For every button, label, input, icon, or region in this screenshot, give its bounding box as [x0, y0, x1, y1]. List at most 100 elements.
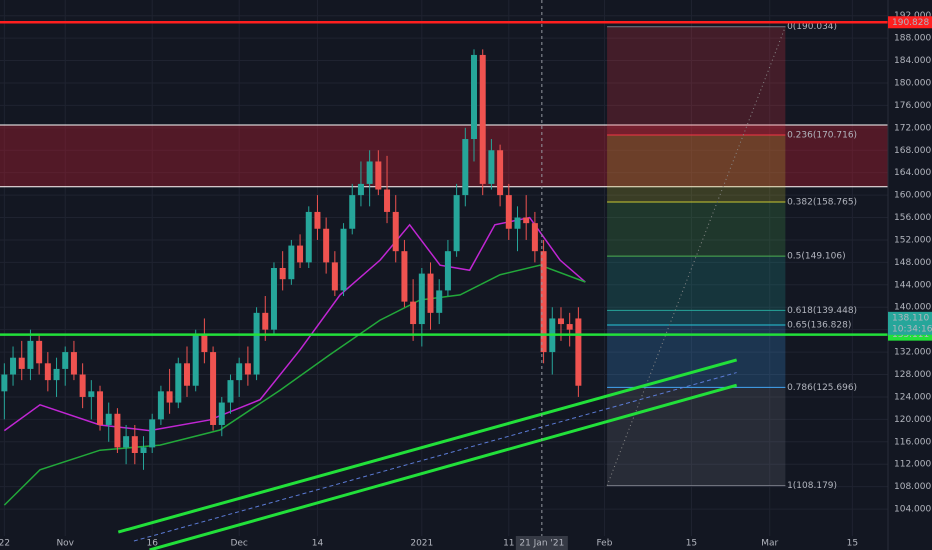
y-tick-label: 164.000: [894, 168, 931, 178]
moving-average: [3, 264, 586, 506]
price-badge-label: 138.110: [892, 313, 929, 323]
candle-body: [349, 195, 356, 229]
fib-band: [607, 26, 786, 136]
x-tick-label: Nov: [56, 539, 74, 549]
candle-body: [340, 228, 347, 291]
x-tick-label: 14: [312, 539, 324, 549]
candle-body: [514, 217, 521, 229]
x-tick-label: 15: [686, 539, 697, 549]
candle-body: [114, 413, 121, 448]
y-tick-label: 108.000: [894, 482, 931, 492]
fib-label: 0.618(139.448): [787, 306, 857, 316]
y-tick-label: 104.000: [894, 505, 931, 515]
fib-band: [607, 310, 786, 326]
candle-body: [305, 211, 312, 263]
candle-body: [253, 312, 260, 375]
candle-body: [575, 318, 582, 386]
candle-body: [131, 436, 138, 454]
candle-body: [523, 217, 530, 224]
x-tick-label: 16: [146, 539, 158, 549]
price-badge: [888, 322, 932, 335]
price-badge: [888, 311, 932, 324]
candle-body: [201, 335, 208, 353]
candle-body: [462, 139, 469, 196]
fib-band: [607, 202, 786, 257]
candle-body: [1, 374, 8, 392]
candle-body: [384, 189, 391, 212]
candle-body: [88, 391, 95, 397]
price-badge-label: 190.828: [892, 18, 929, 28]
y-tick-label: 160.000: [894, 191, 931, 201]
candle-body: [183, 363, 190, 386]
fib-label: 0.65(136.828): [787, 321, 851, 331]
price-badge: [888, 16, 932, 29]
candle-body: [149, 419, 156, 448]
fib-label: 0.236(170.716): [787, 131, 857, 141]
x-tick-label: Mar: [761, 539, 778, 549]
candle-body: [262, 312, 269, 330]
candle-body: [471, 54, 478, 140]
price-badge-label: 10:34:16: [892, 324, 932, 334]
candle-body: [540, 251, 547, 353]
fib-label: 0.786(125.696): [787, 383, 857, 393]
candle-body: [236, 363, 243, 381]
channel-line: [117, 358, 738, 534]
candle-body: [44, 363, 51, 381]
y-tick-label: 192.000: [894, 11, 931, 21]
y-tick-label: 128.000: [894, 370, 931, 380]
candle-body: [227, 380, 234, 403]
candle-body: [175, 363, 182, 403]
fib-band: [607, 135, 786, 203]
moving-average: [3, 216, 586, 432]
candle-body: [505, 195, 512, 229]
candle-body: [270, 267, 277, 330]
channel-mid: [133, 372, 737, 542]
y-tick-label: 152.000: [894, 235, 931, 245]
candle-body: [244, 363, 251, 375]
candle-body: [157, 391, 164, 420]
channel-line: [149, 383, 738, 550]
candle-body: [323, 228, 330, 263]
candle-body: [70, 352, 77, 375]
candle-body: [331, 262, 338, 291]
fib-label: 0.382(158.765): [787, 198, 857, 208]
fib-band: [607, 387, 786, 486]
y-tick-label: 140.000: [894, 303, 931, 313]
candle-body: [36, 340, 43, 364]
candle-body: [444, 251, 451, 291]
x-tick-label: 15: [847, 539, 858, 549]
candle-body: [497, 150, 504, 196]
price-axis: [888, 0, 932, 550]
y-tick-label: 172.000: [894, 123, 931, 133]
candle-body: [123, 436, 130, 448]
candle-body: [288, 245, 295, 280]
crosshair-label: 21 Jan '21: [519, 539, 564, 549]
candle-body: [218, 402, 225, 425]
candle-body: [392, 211, 399, 252]
x-tick-label: Dec: [230, 539, 247, 549]
candle-body: [479, 54, 486, 184]
candle-body: [418, 273, 425, 325]
candle-body: [97, 391, 104, 425]
y-tick-label: 124.000: [894, 392, 931, 402]
y-tick-label: 116.000: [894, 437, 931, 447]
candle-body: [566, 324, 573, 330]
candle-body: [79, 374, 86, 397]
fib-label: 1(108.179): [787, 481, 837, 491]
x-tick-label: Feb: [596, 539, 612, 549]
y-tick-label: 176.000: [894, 101, 931, 111]
candle-body: [105, 413, 112, 425]
candle-body: [18, 357, 25, 369]
y-tick-label: 112.000: [894, 460, 931, 470]
y-tick-label: 188.000: [894, 34, 931, 44]
candle-body: [314, 211, 321, 229]
candle-body: [62, 352, 69, 369]
candle-body: [27, 340, 34, 369]
candle-body: [531, 223, 538, 252]
x-tick-label: 11: [503, 539, 514, 549]
fib-label: 0(190.034): [787, 22, 837, 32]
candle-body: [410, 301, 417, 325]
candle-body: [401, 251, 408, 302]
candle-body: [357, 183, 364, 196]
